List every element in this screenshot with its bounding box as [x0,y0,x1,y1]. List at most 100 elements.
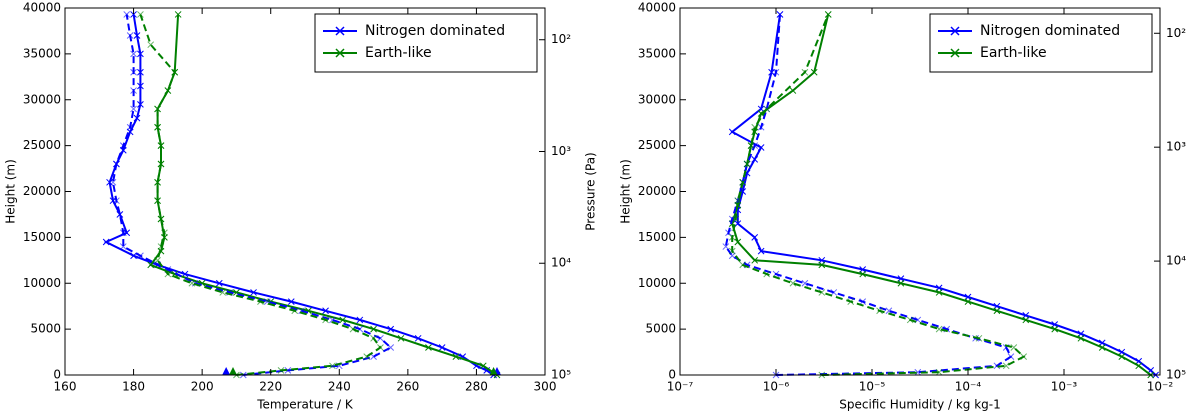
x-marker [113,160,120,168]
x-marker [810,68,818,76]
x-marker [1007,353,1015,361]
x-marker [257,298,264,305]
y-tick-label: 30000 [638,92,676,106]
x-marker [935,368,943,376]
x-marker [164,270,172,278]
x-marker [322,307,329,315]
x-marker [147,261,155,269]
x-marker [171,270,179,278]
x-marker [377,334,384,342]
y-axis-label: Height (m) [4,159,18,224]
y-tick-label: 35000 [23,46,61,60]
y-tick-label: 40000 [638,1,676,15]
x-marker [935,325,943,333]
x-marker [219,289,227,296]
x-tick-label: 300 [534,380,557,394]
x-marker [387,344,395,351]
x-marker [801,279,809,287]
x-marker [763,105,771,113]
y2-axis-label: Pressure (Pa) [584,152,598,230]
x-marker [188,279,196,287]
y2-tick-label: 10² [551,32,571,46]
x-marker [728,128,736,136]
x-marker [154,105,161,113]
series-line [111,14,393,376]
x-marker [452,353,460,361]
x-marker [339,316,347,324]
x-marker [119,243,127,250]
x-tick-label: 10⁻⁷ [667,380,694,394]
x-marker [1051,325,1059,333]
x-marker [906,316,914,324]
y2-tick-label: 10⁵ [1166,368,1186,382]
y-tick-label: 0 [668,368,676,382]
x-marker [914,368,922,376]
x-marker [116,211,124,218]
x-marker [722,243,730,250]
x-marker [728,247,736,255]
x-marker [147,41,155,49]
series-line [139,14,382,376]
x-marker [757,144,765,151]
x-tick-label: 10⁻⁴ [955,380,982,394]
x-marker [1002,362,1010,370]
y-tick-label: 0 [53,368,61,382]
x-marker [137,11,144,18]
y-tick-label: 15000 [638,230,676,244]
x-marker [1022,316,1030,324]
x-marker [897,279,905,287]
x-marker [859,270,867,278]
x-marker [1077,334,1085,342]
x-marker [377,344,384,351]
x-tick-label: 200 [191,380,214,394]
x-marker [830,289,838,296]
y2-tick-label: 10³ [1166,140,1186,154]
legend-marker [950,26,960,36]
x-marker [157,243,165,250]
x-marker [747,142,755,149]
y2-tick-label: 10² [1166,26,1186,40]
x-marker [137,82,144,90]
legend-marker [335,48,345,58]
legend-label: Nitrogen dominated [980,23,1120,39]
y2-tick-label: 10³ [551,144,571,158]
x-marker [732,215,740,223]
x-marker [751,156,759,163]
x-marker [157,160,165,168]
x-tick-label: 10⁻⁵ [859,380,886,394]
legend-label: Nitrogen dominated [365,23,505,39]
x-marker [1010,344,1018,351]
x-marker [137,100,144,108]
x-marker [776,11,784,18]
x-marker [818,261,826,269]
x-marker [130,50,137,58]
x-marker [1098,344,1106,351]
triangle-marker [222,367,231,375]
x-marker [728,234,736,241]
triangle-marker [489,367,498,375]
x-marker [102,238,110,246]
x-marker [349,325,357,333]
y-tick-label: 5000 [30,322,61,336]
x-marker [739,261,747,269]
x-marker [1020,353,1028,361]
x-marker [329,362,336,370]
x-marker [322,316,329,324]
x-marker [287,298,295,305]
x-marker [370,353,377,361]
x-marker [757,110,765,117]
x-marker [387,325,395,333]
series-line [103,14,495,376]
x-tick-label: 260 [396,380,419,394]
x-marker [370,325,377,333]
x-marker [154,197,161,205]
x-marker [734,238,742,246]
x-marker [250,289,257,296]
legend-label: Earth-like [365,45,432,61]
x-axis-label: Temperature / K [256,398,354,412]
x-marker [818,289,826,296]
x-marker [133,114,141,122]
x-marker [438,344,446,351]
x-marker [291,307,299,315]
x-marker [885,307,893,315]
